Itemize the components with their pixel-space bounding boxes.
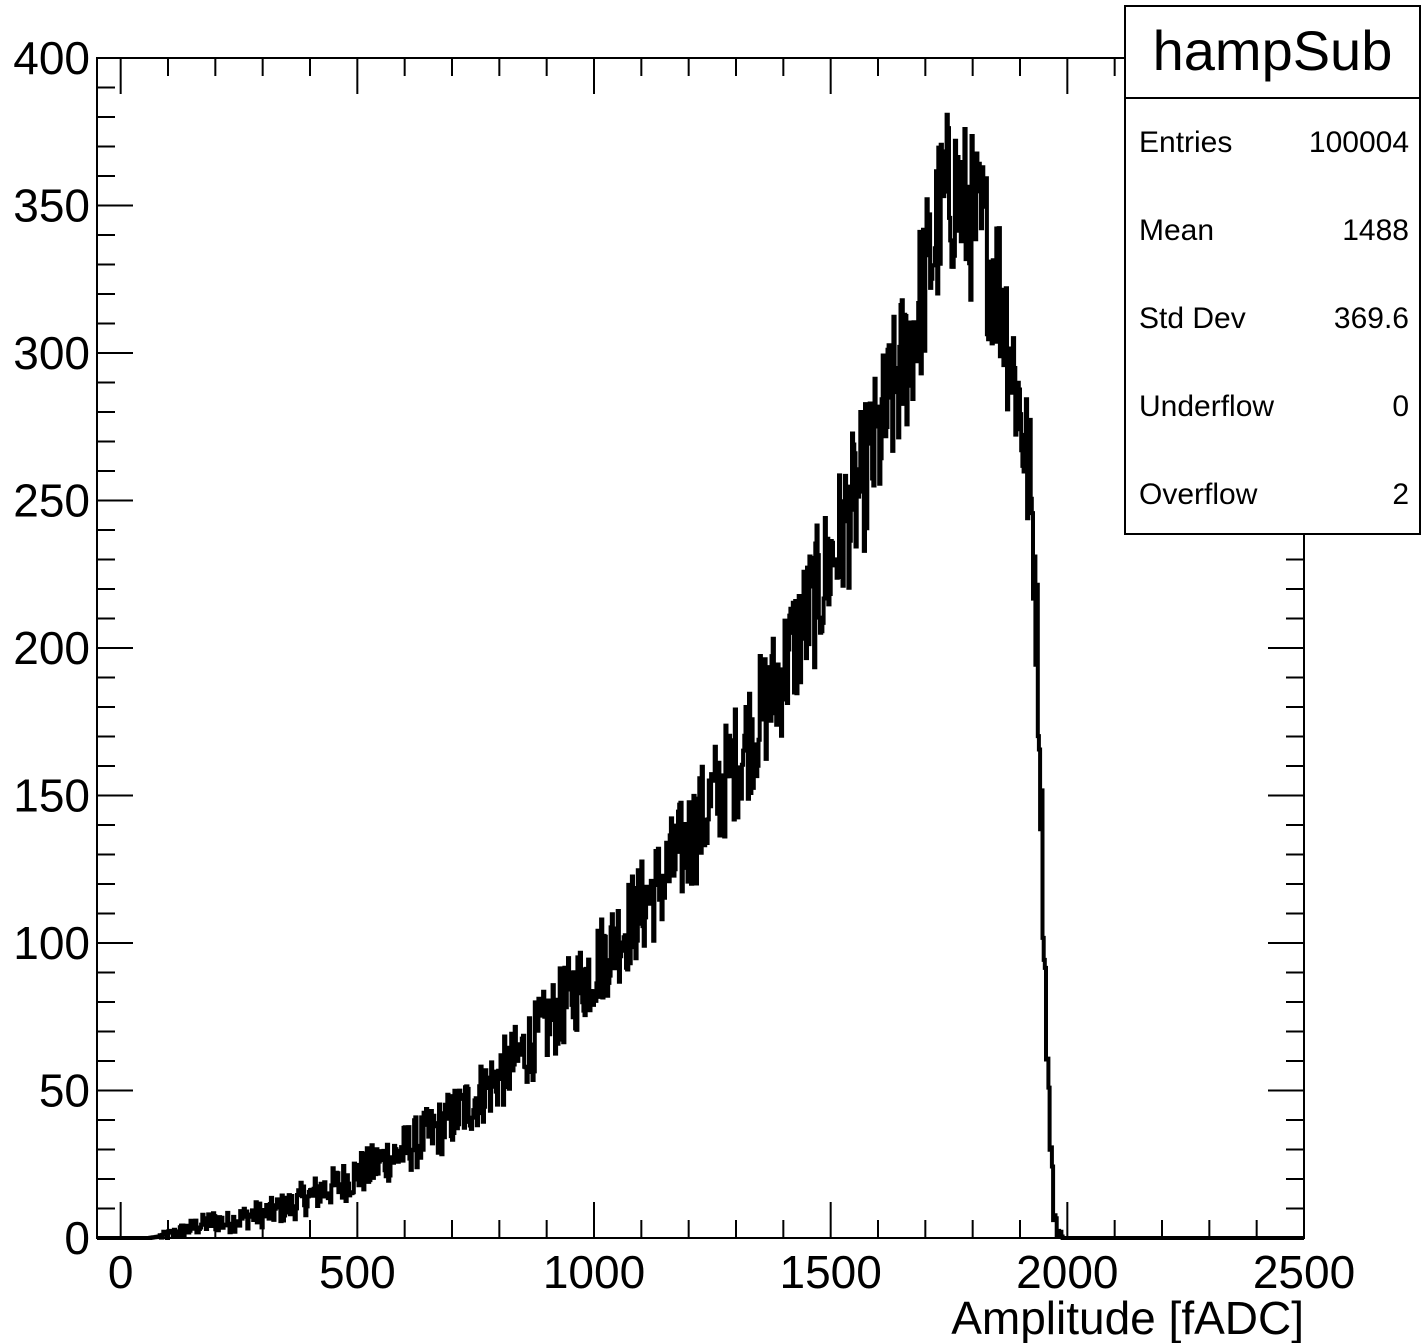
y-tick-label: 150 — [13, 770, 90, 822]
stats-key: Entries — [1139, 126, 1233, 159]
stats-value: 2 — [1392, 478, 1409, 511]
x-tick-label: 2500 — [1253, 1246, 1355, 1298]
y-tick-label: 350 — [13, 180, 90, 232]
x-tick-label: 2000 — [1016, 1246, 1118, 1298]
stats-row-std-dev: Std Dev 369.6 — [1126, 275, 1419, 363]
x-tick-label: 0 — [108, 1246, 134, 1298]
plot-frame — [96, 57, 1305, 1239]
stats-row-underflow: Underflow 0 — [1126, 363, 1419, 451]
stats-value: 369.6 — [1333, 302, 1409, 335]
stats-title: hampSub — [1126, 7, 1419, 99]
y-tick-label: 300 — [13, 327, 90, 379]
stats-value: 0 — [1392, 390, 1409, 423]
x-axis-title: Amplitude [fADC] — [951, 1292, 1304, 1343]
stats-box: hampSub Entries 100004 Mean 1488 Std Dev… — [1124, 5, 1421, 535]
x-tick-label: 1000 — [543, 1246, 645, 1298]
y-tick-label: 0 — [64, 1212, 90, 1264]
y-tick-label: 50 — [39, 1065, 90, 1117]
stats-value: 1488 — [1342, 214, 1409, 247]
x-tick-label: 500 — [319, 1246, 396, 1298]
stats-row-overflow: Overflow 2 — [1126, 451, 1419, 539]
y-tick-label: 100 — [13, 917, 90, 969]
y-tick-label: 400 — [13, 32, 90, 84]
x-tick-labels: 0 500 1000 1500 2000 2500 — [108, 1246, 1355, 1298]
stats-key: Underflow — [1139, 390, 1275, 423]
stats-key: Overflow — [1139, 478, 1258, 511]
stats-key: Std Dev — [1139, 302, 1246, 335]
axis-ticks — [97, 57, 1305, 1239]
y-tick-label: 200 — [13, 622, 90, 674]
x-tick-label: 1500 — [779, 1246, 881, 1298]
stats-row-mean: Mean 1488 — [1126, 187, 1419, 275]
histogram-series — [97, 112, 1304, 1240]
stats-value: 100004 — [1308, 126, 1409, 159]
stats-key: Mean — [1139, 214, 1215, 247]
stats-row-entries: Entries 100004 — [1126, 99, 1419, 187]
y-tick-label: 250 — [13, 475, 90, 527]
y-tick-labels: 0 50 100 150 200 250 300 350 400 — [13, 32, 90, 1264]
